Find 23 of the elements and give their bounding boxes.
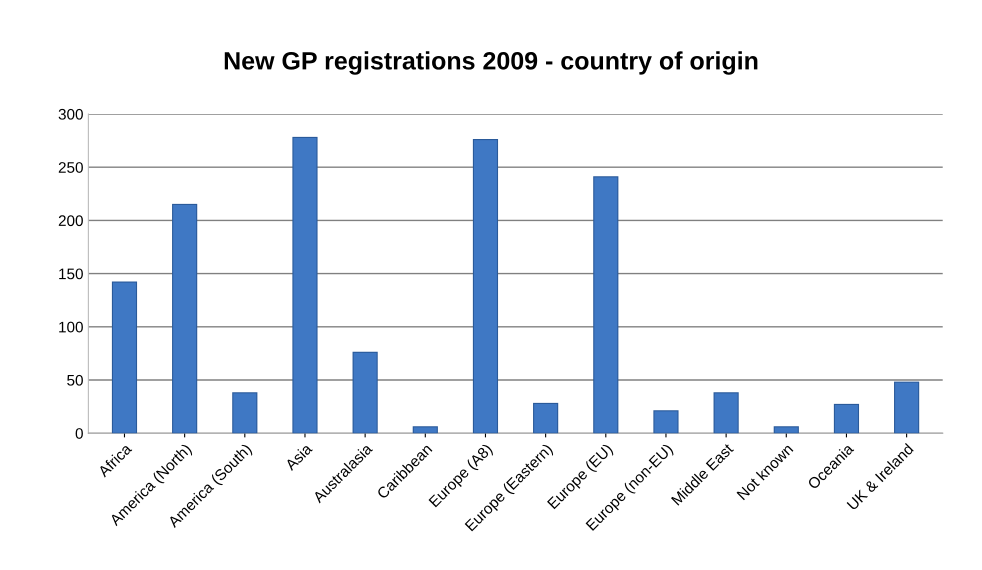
- y-tick-label: 0: [76, 428, 83, 439]
- y-tick-label: 300: [58, 108, 83, 120]
- bar: [172, 204, 198, 434]
- bar: [472, 138, 498, 434]
- bar: [292, 136, 318, 434]
- bar: [714, 392, 739, 434]
- bar: [352, 352, 378, 434]
- bar: [834, 404, 860, 434]
- bar: [593, 176, 618, 434]
- bar: [653, 410, 679, 434]
- y-tick-label: 100: [59, 322, 83, 332]
- bar: [774, 426, 799, 434]
- bar: [894, 382, 920, 434]
- bar: [412, 426, 438, 434]
- x-tick-label: Asia: [284, 442, 313, 472]
- y-tick-label: 250: [58, 162, 83, 173]
- y-tick-label: 150: [59, 268, 83, 280]
- y-tick-label: 50: [67, 374, 83, 386]
- bar: [533, 402, 558, 434]
- bar: [112, 282, 138, 434]
- y-tick-label: 200: [58, 215, 83, 226]
- bar: [232, 392, 258, 434]
- chart-title: New GP registrations 2009 - country of origin: [224, 51, 758, 75]
